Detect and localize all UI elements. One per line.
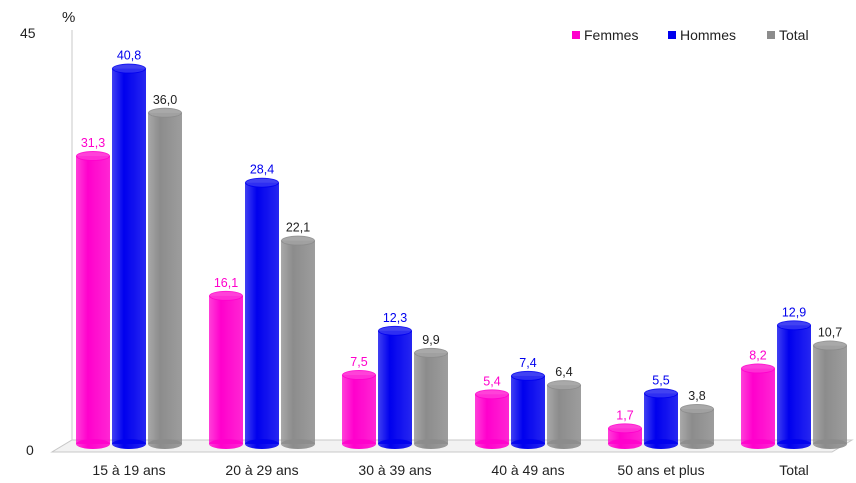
x-tick-40-a-49-ans: 40 à 49 ans [491,462,564,478]
x-tick-50-ans-et-plus: 50 ans et plus [617,462,704,478]
bar-femmes-50-ans-et-plus [608,423,642,449]
data-label-femmes-15-a-19-ans: 31,3 [81,136,105,150]
data-label-femmes-50-ans-et-plus: 1,7 [616,408,633,422]
data-label-femmes-20-a-29-ans: 16,1 [214,276,238,290]
bar-hommes-40-a-49-ans [511,370,545,449]
data-label-total-20-a-29-ans: 22,1 [286,221,310,235]
legend: Femmes Hommes Total [572,27,809,43]
bar-total-15-a-19-ans [148,107,182,449]
data-label-hommes-total: 12,9 [782,305,806,319]
data-label-total-30-a-39-ans: 9,9 [422,333,439,347]
y-axis: % 45 0 [20,9,75,458]
data-label-total-50-ans-et-plus: 3,8 [688,389,705,403]
data-label-femmes-total: 8,2 [749,349,766,363]
bar-total-50-ans-et-plus [680,404,714,449]
bar-femmes-30-a-39-ans [342,370,376,449]
bar-total-40-a-49-ans [547,380,581,449]
bar-femmes-40-a-49-ans [475,389,509,449]
bar-hommes-50-ans-et-plus [644,388,678,449]
bar-hommes-15-a-19-ans [112,63,146,449]
data-label-hommes-15-a-19-ans: 40,8 [117,49,141,63]
bar-total-total [813,340,847,449]
y-tick-min: 0 [26,442,34,458]
bar-hommes-20-a-29-ans [245,177,279,449]
legend-swatch-total [767,31,775,39]
x-tick-total: Total [779,462,809,478]
bar-total-30-a-39-ans [414,347,448,449]
x-tick-30-a-39-ans: 30 à 39 ans [358,462,431,478]
data-label-hommes-30-a-39-ans: 12,3 [383,311,407,325]
data-label-hommes-20-a-29-ans: 28,4 [250,163,274,177]
legend-swatch-hommes [668,31,676,39]
y-axis-label: % [62,9,75,26]
legend-label-total: Total [779,27,809,43]
x-tick-15-a-19-ans: 15 à 19 ans [92,462,165,478]
data-label-hommes-40-a-49-ans: 7,4 [519,356,536,370]
bar-femmes-total [741,363,775,449]
bar-hommes-total [777,320,811,449]
data-label-femmes-30-a-39-ans: 7,5 [350,355,367,369]
data-label-femmes-40-a-49-ans: 5,4 [483,374,500,388]
bar-hommes-30-a-39-ans [378,325,412,449]
legend-label-femmes: Femmes [584,27,638,43]
legend-label-hommes: Hommes [680,27,736,43]
data-label-hommes-50-ans-et-plus: 5,5 [652,373,669,387]
data-label-total-40-a-49-ans: 6,4 [555,365,572,379]
bar-total-20-a-29-ans [281,235,315,449]
data-label-total-total: 10,7 [818,326,842,340]
x-tick-20-a-29-ans: 20 à 29 ans [225,462,298,478]
bars: 31,3 40,8 36,0 16,1 28,4 22,1 7,5 12,3 9,9 5,4 7,4… [76,49,847,449]
y-tick-max: 45 [20,25,36,41]
bar-femmes-20-a-29-ans [209,290,243,449]
legend-swatch-femmes [572,31,580,39]
x-axis-categories: 15 à 19 ans 20 à 29 ans 30 à 39 ans 40 à 49… [92,462,808,478]
data-label-total-15-a-19-ans: 36,0 [153,93,177,107]
bar-femmes-15-a-19-ans [76,151,110,449]
